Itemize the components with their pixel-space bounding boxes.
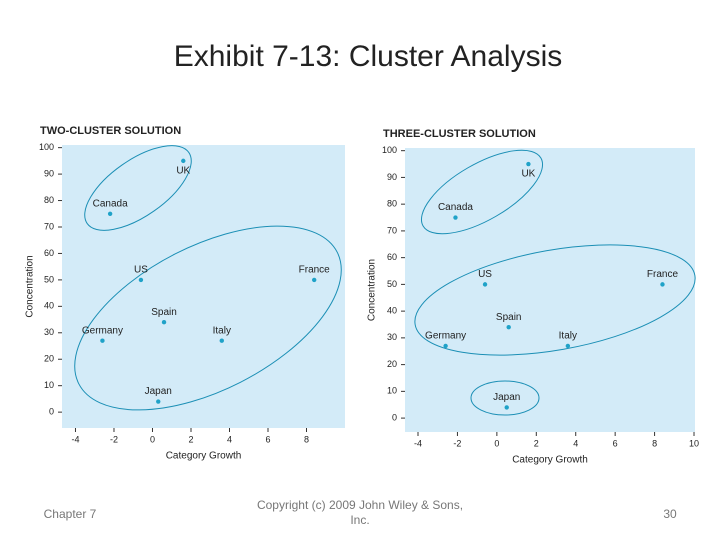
y-tick-label: 80 bbox=[387, 199, 397, 209]
y-tick-label: 30 bbox=[387, 332, 397, 342]
cluster-outline bbox=[414, 244, 696, 356]
footer-page: 30 bbox=[663, 507, 677, 521]
point-label: Japan bbox=[493, 392, 520, 403]
point-label: Spain bbox=[496, 312, 522, 323]
y-tick-label: 80 bbox=[44, 195, 54, 205]
x-tick-label: -4 bbox=[414, 438, 422, 448]
y-tick-label: 0 bbox=[392, 412, 397, 422]
point-label: France bbox=[647, 269, 679, 280]
point-label: Canada bbox=[93, 198, 128, 209]
cluster-outline bbox=[74, 225, 342, 411]
footer-copyright: Copyright (c) 2009 John Wiley & Sons, In… bbox=[256, 498, 464, 527]
x-tick-label: 8 bbox=[304, 434, 309, 444]
point bbox=[181, 158, 186, 164]
point-label: Spain bbox=[151, 307, 177, 318]
y-tick-label: 50 bbox=[387, 279, 397, 289]
y-tick-label: 60 bbox=[44, 248, 54, 258]
y-tick-label: 40 bbox=[387, 306, 397, 316]
x-axis-label: Category Growth bbox=[166, 451, 242, 462]
point-label: France bbox=[299, 265, 331, 276]
point-label: Italy bbox=[559, 331, 577, 342]
point bbox=[660, 282, 665, 287]
y-tick-label: 10 bbox=[387, 386, 397, 396]
point-label: Germany bbox=[425, 331, 466, 342]
y-tick-label: 90 bbox=[44, 168, 54, 178]
x-tick-label: 6 bbox=[613, 438, 618, 448]
chart-right: THREE-CLUSTER SOLUTION Category Growth Con… bbox=[367, 128, 699, 466]
chart-title: TWO-CLUSTER SOLUTION bbox=[40, 125, 181, 137]
x-axis-label: Category Growth bbox=[512, 455, 588, 466]
point-label: Japan bbox=[145, 386, 172, 397]
point bbox=[311, 277, 317, 283]
y-tick-label: 70 bbox=[44, 221, 54, 231]
plot-bg bbox=[62, 145, 345, 428]
y-axis-label: Concentration bbox=[25, 255, 36, 317]
point bbox=[526, 161, 531, 167]
x-tick-label: -2 bbox=[110, 434, 118, 444]
point-label: US bbox=[478, 269, 492, 280]
footer-copyright-box: Copyright (c) 2009 John Wiley & Sons, In… bbox=[256, 498, 464, 527]
x-tick-label: 8 bbox=[652, 438, 657, 448]
cluster-outline bbox=[470, 380, 540, 416]
point-label: UK bbox=[521, 169, 535, 180]
y-tick-label: 0 bbox=[49, 407, 54, 417]
point bbox=[565, 343, 571, 349]
point bbox=[219, 338, 224, 343]
point bbox=[138, 277, 144, 283]
y-tick-label: 70 bbox=[387, 225, 397, 235]
x-tick-label: -4 bbox=[71, 434, 79, 444]
point bbox=[100, 338, 105, 343]
x-tick-label: 4 bbox=[573, 438, 578, 448]
x-tick-label: 2 bbox=[188, 434, 193, 444]
plot-bg bbox=[405, 148, 695, 432]
y-tick-label: 50 bbox=[44, 274, 54, 284]
point bbox=[506, 324, 511, 330]
point bbox=[107, 211, 113, 216]
point bbox=[504, 405, 509, 410]
x-tick-label: 0 bbox=[150, 434, 155, 444]
y-tick-label: 10 bbox=[44, 380, 54, 390]
point-label: Italy bbox=[213, 325, 231, 336]
point bbox=[443, 343, 448, 349]
point-label: Germany bbox=[82, 325, 123, 336]
y-axis-label: Concentration bbox=[367, 259, 378, 321]
y-tick-label: 20 bbox=[44, 354, 54, 364]
point-label: US bbox=[134, 265, 148, 276]
chart-title: THREE-CLUSTER SOLUTION bbox=[383, 128, 536, 140]
x-tick-label: 6 bbox=[265, 434, 270, 444]
x-tick-label: 4 bbox=[227, 434, 232, 444]
point bbox=[482, 282, 488, 287]
point-label: UK bbox=[176, 166, 190, 177]
y-tick-label: 100 bbox=[382, 145, 397, 155]
cluster-outline bbox=[420, 149, 544, 235]
chart-left: TWO-CLUSTER SOLUTION Category Growth Conce… bbox=[25, 125, 345, 462]
footer-chapter: Chapter 7 bbox=[44, 507, 97, 521]
x-tick-label: 10 bbox=[689, 438, 699, 448]
x-tick-label: 2 bbox=[534, 438, 539, 448]
y-tick-label: 100 bbox=[39, 142, 54, 152]
y-tick-label: 60 bbox=[387, 252, 397, 262]
y-tick-label: 20 bbox=[387, 359, 397, 369]
point bbox=[453, 215, 458, 220]
slide-title: Exhibit 7-13: Cluster Analysis bbox=[174, 40, 563, 73]
point bbox=[156, 399, 161, 404]
x-tick-label: 0 bbox=[494, 438, 499, 448]
point-label: Canada bbox=[438, 202, 473, 213]
point bbox=[161, 320, 167, 325]
x-tick-label: -2 bbox=[453, 438, 461, 448]
y-tick-label: 40 bbox=[44, 301, 54, 311]
cluster-outline bbox=[84, 145, 192, 231]
y-tick-label: 90 bbox=[387, 172, 397, 182]
y-tick-label: 30 bbox=[44, 327, 54, 337]
